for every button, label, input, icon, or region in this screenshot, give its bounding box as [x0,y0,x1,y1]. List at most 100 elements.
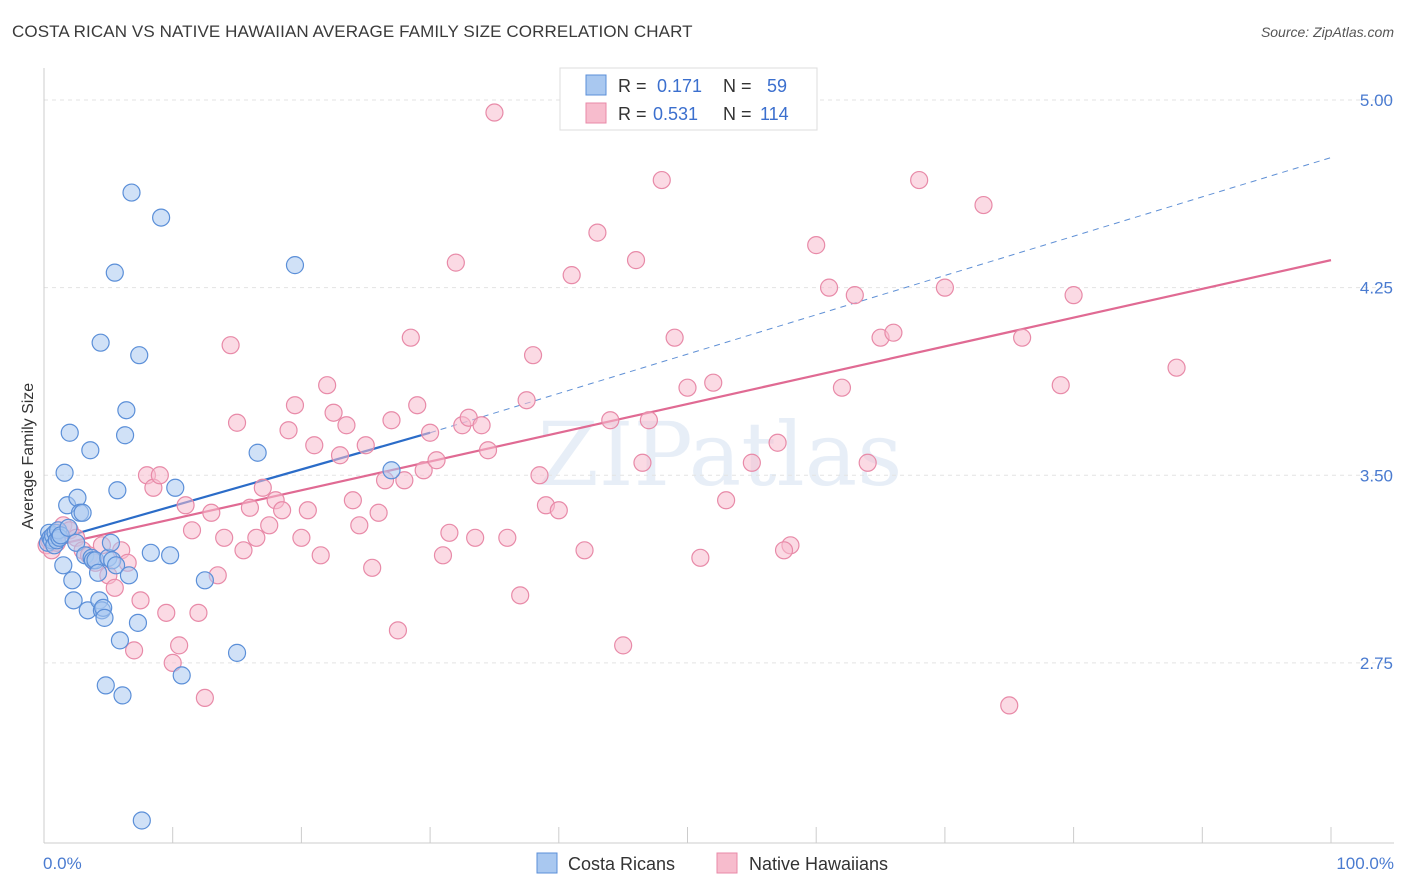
point-native-hawaiians-93 [704,373,723,392]
point-costa-ricans-50 [141,543,160,562]
point-costa-ricans-49 [132,811,151,830]
point-native-hawaiians-109 [1013,328,1032,347]
grid-lines: 2.75 3.50 4.25 5.00 [44,91,1393,673]
point-costa-ricans-51 [152,208,171,227]
point-native-hawaiians-92 [691,548,710,567]
point-native-hawaiians-74 [498,528,517,547]
point-native-hawaiians-18 [131,591,150,610]
point-native-hawaiians-42 [285,396,305,415]
legend-n-label-1: N = [723,76,752,96]
point-costa-ricans-24 [81,441,100,460]
point-native-hawaiians-23 [163,653,182,672]
point-costa-ricans-38 [105,263,124,282]
point-native-hawaiians-66 [440,523,459,542]
point-costa-ricans-34 [96,676,115,695]
point-costa-ricans-42 [113,686,132,705]
point-native-hawaiians-61 [408,396,427,415]
point-native-hawaiians-64 [427,451,446,470]
point-native-hawaiians-96 [768,433,787,452]
point-native-hawaiians-77 [523,346,543,365]
point-costa-ricans-12 [55,463,74,482]
point-native-hawaiians-60 [401,328,420,347]
correlation-legend: R = 0.171 N = 59 R = 0.531 N = 114 [559,67,818,131]
point-native-hawaiians-26 [182,521,202,540]
point-native-hawaiians-89 [652,170,671,190]
point-costa-ricans-40 [108,481,127,500]
y-tick-label-2: 4.25 [1360,279,1393,298]
point-costa-ricans-15 [60,423,79,442]
point-costa-ricans-52 [161,546,180,565]
point-native-hawaiians-99 [819,278,839,297]
point-native-hawaiians-100 [832,378,852,397]
point-costa-ricans-47 [128,613,148,632]
chart-source: Source: ZipAtlas.com [1260,24,1394,40]
point-native-hawaiians-51 [343,491,362,510]
point-native-hawaiians-22 [157,603,176,622]
point-native-hawaiians-83 [588,223,607,242]
point-native-hawaiians-67 [446,253,465,272]
point-costa-ricans-28 [88,563,108,582]
point-native-hawaiians-91 [678,378,697,397]
point-native-hawaiians-31 [215,528,234,547]
point-native-hawaiians-104 [884,323,903,342]
legend-n-label-2: N = [723,104,752,124]
point-native-hawaiians-38 [260,516,279,535]
point-costa-ricans-57 [248,443,267,462]
point-costa-ricans-44 [117,401,136,420]
point-native-hawaiians-102 [858,453,877,472]
point-native-hawaiians-40 [272,501,292,520]
data-points [37,103,1186,830]
legend-r-value-2: 0.531 [653,104,698,124]
point-native-hawaiians-107 [974,195,993,215]
point-native-hawaiians-58 [388,621,408,640]
point-native-hawaiians-29 [202,503,221,522]
point-native-hawaiians-34 [234,541,253,560]
point-native-hawaiians-106 [935,278,955,297]
legend-n-value-1: 59 [767,76,787,96]
y-tick-label-1: 3.50 [1360,466,1393,485]
point-native-hawaiians-105 [910,170,929,190]
point-native-hawaiians-47 [318,376,337,395]
point-native-hawaiians-33 [227,413,247,432]
point-native-hawaiians-28 [195,688,214,708]
point-native-hawaiians-55 [369,503,388,522]
point-native-hawaiians-73 [485,103,504,122]
point-costa-ricans-39 [106,556,126,575]
point-native-hawaiians-37 [253,478,272,497]
point-native-hawaiians-113 [774,541,794,560]
point-native-hawaiians-14 [105,578,124,597]
bottom-legend-label-native-hawaiians: Native Hawaiians [749,854,888,874]
point-costa-ricans-17 [64,591,83,610]
point-native-hawaiians-82 [575,541,594,560]
point-native-hawaiians-65 [433,546,453,565]
point-costa-ricans-21 [73,503,92,522]
y-tick-label-0: 2.75 [1360,654,1393,673]
point-native-hawaiians-81 [562,266,581,285]
point-native-hawaiians-59 [395,471,414,490]
point-native-hawaiians-63 [421,423,440,442]
point-native-hawaiians-52 [350,516,369,535]
x-tick-label-min: 0.0% [43,854,82,873]
point-native-hawaiians-80 [549,501,568,520]
point-native-hawaiians-25 [176,496,195,515]
bottom-legend-swatch-native-hawaiians [716,852,738,874]
point-native-hawaiians-53 [356,436,375,455]
y-axis-title: Average Family Size [20,383,37,530]
point-native-hawaiians-50 [337,416,356,435]
legend-r-label-1: R = [618,76,647,96]
point-native-hawaiians-48 [324,403,343,422]
point-costa-ricans-54 [172,666,191,685]
point-native-hawaiians-88 [639,411,658,430]
point-native-hawaiians-57 [382,411,401,430]
point-native-hawaiians-17 [124,641,144,660]
legend-n-value-2: 114 [760,104,789,124]
point-native-hawaiians-62 [414,461,433,480]
point-native-hawaiians-41 [279,421,298,440]
point-native-hawaiians-75 [511,586,530,605]
point-native-hawaiians-108 [1000,696,1019,715]
point-costa-ricans-33 [95,608,114,627]
chart-title: COSTA RICAN VS NATIVE HAWAIIAN AVERAGE F… [12,22,693,41]
point-costa-ricans-43 [115,426,135,445]
series-legend: Costa Ricans Native Hawaiians [536,852,888,874]
point-native-hawaiians-32 [221,336,240,355]
